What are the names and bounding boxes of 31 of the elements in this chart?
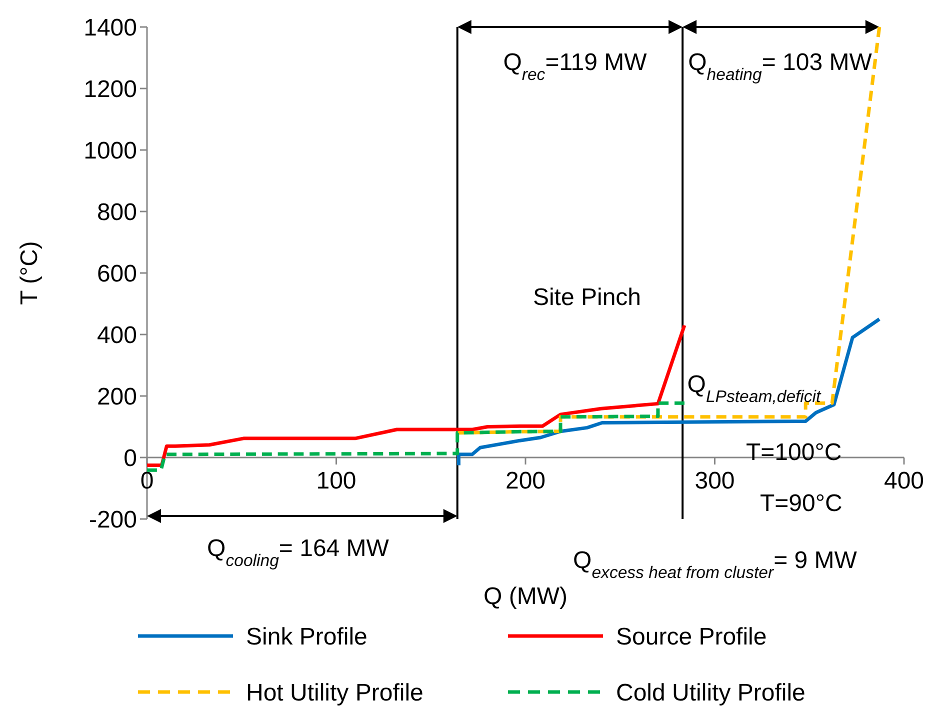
annotation: Site Pinch (532, 284, 642, 311)
y-tick-label: 800 (96, 198, 137, 226)
y-tick-label: 1400 (84, 14, 137, 42)
line-series (145, 401, 686, 472)
y-tick-label: 200 (96, 383, 137, 410)
line-series (456, 317, 882, 467)
annotation: Q$_{LPsteam,deficit}$ (687, 371, 822, 406)
annotation: T=100°C (746, 439, 842, 466)
y-tick-label: 1200 (84, 76, 137, 103)
text: Q$_{cooling}$= 164 MW (207, 535, 390, 570)
legend-label: Cold Utility Profile (616, 679, 806, 706)
text: Q$_{excess heat from cluster}$= 9 MW (573, 547, 858, 582)
y-tick-label: 1000 (84, 137, 137, 164)
line-series (145, 324, 686, 467)
x-tick-label: 400 (884, 468, 924, 494)
x-tick-label: 0 (140, 468, 154, 494)
x-tick-label: 300 (694, 468, 735, 494)
annotation: Q$_{rec}$=119 MW (503, 49, 648, 84)
legend-label: Hot Utility Profile (246, 679, 424, 706)
annotation: T=90°C (760, 490, 842, 517)
y-tick-label: 600 (96, 260, 137, 288)
x-tick-label: 100 (316, 468, 356, 494)
y-tick-label: -200 (88, 506, 137, 534)
y-tick-label: 400 (96, 322, 137, 349)
legend-label: Sink Profile (246, 623, 368, 650)
y-tick-label: 0 (124, 444, 137, 472)
annotation: Q$_{heating}$= 103 MW (688, 49, 872, 84)
x-axis-title: Q (MW) (484, 583, 568, 610)
x-tick-label: 200 (505, 468, 546, 494)
legend-label: Source Profile (616, 623, 767, 650)
y-axis-title: T (°C) (16, 241, 43, 305)
